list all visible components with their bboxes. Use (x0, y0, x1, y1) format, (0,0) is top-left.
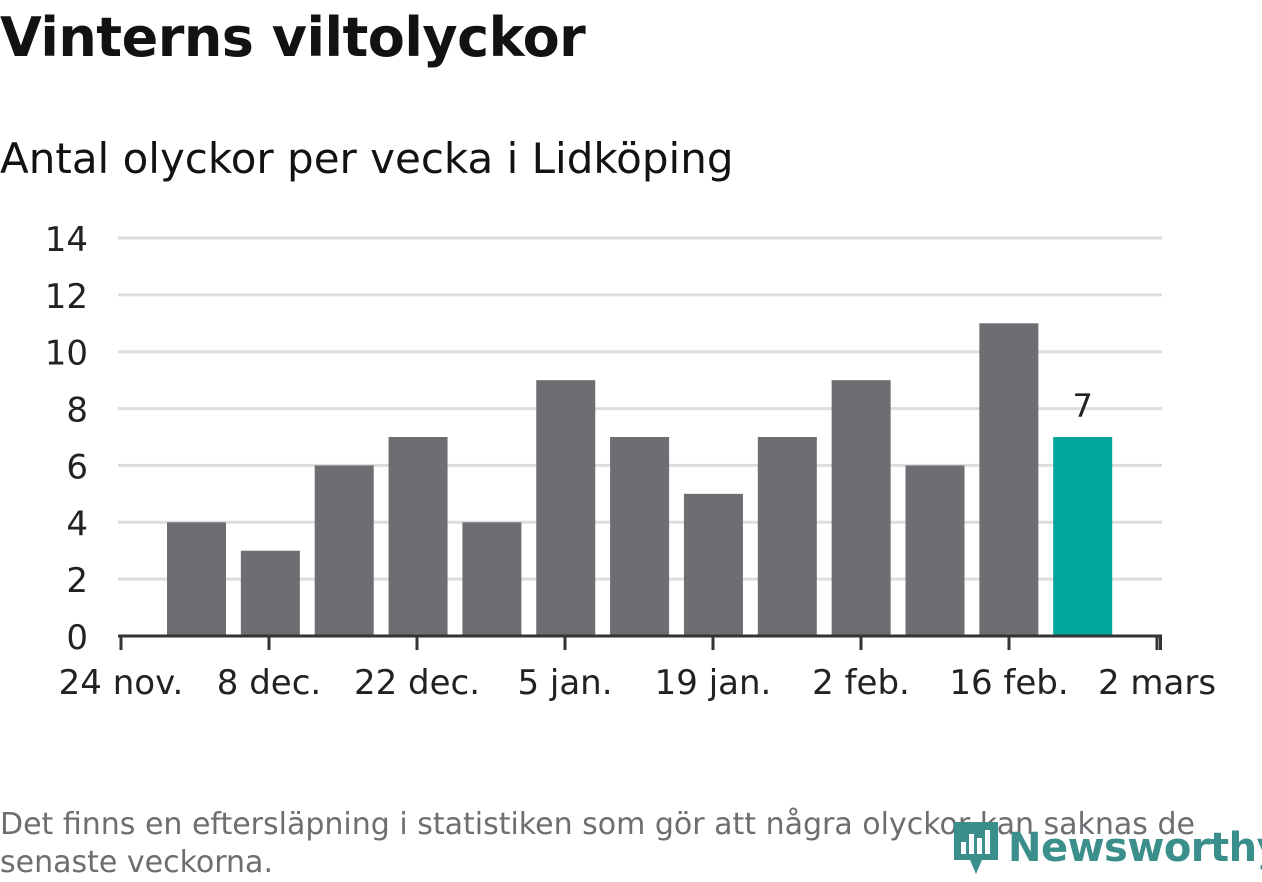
bar (240, 550, 300, 636)
bar-chart-pin-icon (954, 822, 998, 874)
bar (536, 380, 596, 636)
x-tick-label: 8 dec. (217, 663, 321, 703)
x-tick-label: 16 feb. (949, 663, 1068, 703)
bar (314, 465, 374, 636)
data-labels: 7 (1073, 387, 1093, 425)
chart-subtitle: Antal olyckor per vecka i Lidköping (0, 134, 734, 183)
x-axis (118, 634, 1162, 650)
x-tick-label: 2 feb. (812, 663, 910, 703)
y-tick-label: 14 (45, 220, 88, 260)
newsworthy-logo: Newsworthy (950, 818, 1262, 878)
bar (757, 437, 817, 636)
bar (610, 437, 670, 636)
y-tick-label: 10 (45, 334, 88, 374)
x-tick-label: 19 jan. (655, 663, 772, 703)
bar (167, 522, 226, 636)
y-tick-label: 6 (66, 447, 88, 487)
y-axis-ticks: 0 2 4 6 8 10 12 14 (45, 220, 88, 658)
y-tick-label: 8 (66, 391, 88, 431)
y-tick-label: 4 (66, 504, 88, 544)
x-tick-label: 5 jan. (517, 663, 612, 703)
x-axis-ticks: 24 nov. 8 dec. 22 dec. 5 jan. 19 jan. 2 feb. 1… (59, 636, 1216, 703)
x-tick-label: 2 mars (1098, 663, 1216, 703)
bar (905, 465, 965, 636)
bar (388, 437, 448, 636)
bar (462, 522, 522, 636)
x-tick-label: 22 dec. (354, 663, 480, 703)
x-tick-label: 24 nov. (59, 663, 184, 703)
bars (167, 323, 1113, 636)
bar (683, 493, 743, 636)
chart-title: Vinterns viltolyckor (0, 6, 586, 69)
bar (979, 323, 1039, 636)
bar-chart: 0 2 4 6 8 10 12 14 24 nov. 8 dec. 22 dec. 5 jan. 19… (45, 220, 1216, 703)
highlight-bar (1053, 437, 1113, 636)
y-tick-label: 12 (45, 277, 88, 317)
y-tick-label: 0 (66, 618, 88, 658)
data-label: 7 (1073, 387, 1093, 425)
logo-text: Newsworthy (1008, 825, 1262, 871)
bar (831, 380, 891, 636)
y-tick-label: 2 (66, 561, 88, 601)
